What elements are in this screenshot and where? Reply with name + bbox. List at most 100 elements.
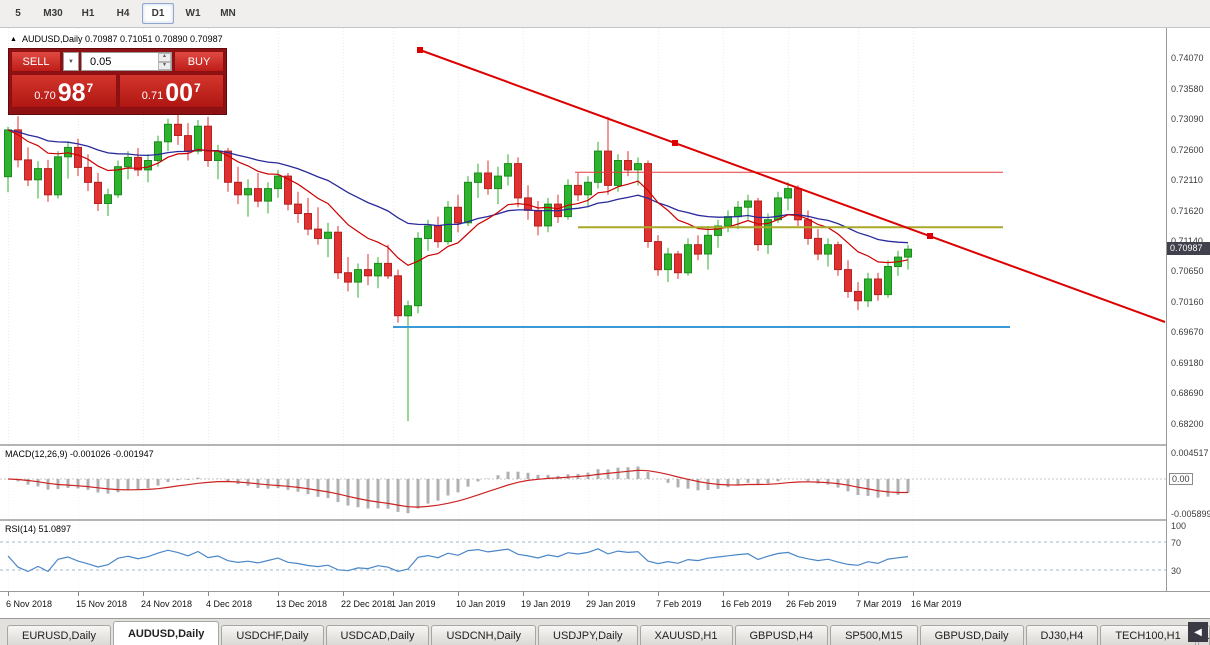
candlestick [64, 141, 72, 179]
symbol-ohlc-header: ▲ AUDUSD,Daily 0.70987 0.71051 0.70890 0… [10, 34, 223, 44]
chart-tab-dj30-h4[interactable]: DJ30,H4 [1025, 625, 1099, 645]
candlestick [864, 272, 872, 307]
candlestick [644, 160, 652, 248]
time-axis-label: 4 Dec 2018 [206, 599, 253, 609]
time-axis-label: 6 Nov 2018 [6, 599, 53, 609]
descending-trendline[interactable] [419, 49, 1166, 323]
candlestick [174, 114, 182, 145]
macd-scale-label: 0.00 [1169, 473, 1193, 485]
chart-tab-xauusd-h1[interactable]: XAUUSD,H1 [639, 625, 733, 645]
candlestick [504, 154, 512, 186]
trendline-handle[interactable] [672, 140, 678, 146]
price-scale-label: 0.72600 [1171, 145, 1204, 155]
price-scale-label: 0.71140 [1171, 236, 1203, 246]
chart-tab-usdchf-daily[interactable]: USDCHF,Daily [221, 625, 324, 645]
candlestick [44, 159, 52, 202]
candlestick [524, 185, 532, 220]
time-axis-tick [788, 592, 789, 596]
candlestick [414, 232, 422, 314]
time-axis-label: 29 Jan 2019 [586, 599, 636, 609]
order-type-dropdown[interactable]: ▼ [63, 52, 79, 71]
time-axis-label: 16 Feb 2019 [721, 599, 772, 609]
macd-scale-label: -0.005899 [1171, 509, 1210, 519]
trendline-handle[interactable] [927, 233, 933, 239]
volume-stepper-down[interactable]: ▼ [158, 61, 171, 70]
chart-tab-usdjpy-daily[interactable]: USDJPY,Daily [538, 625, 638, 645]
time-axis-tick [208, 592, 209, 596]
bid-quote[interactable]: 0.70 98 7 [11, 74, 117, 108]
main-price-chart[interactable] [0, 28, 1166, 444]
time-axis-tick [913, 592, 914, 596]
chart-tab-gbpusd-h4[interactable]: GBPUSD,H4 [734, 625, 829, 645]
chart-tab-eurusd-daily[interactable]: EURUSD,Daily [7, 625, 111, 645]
volume-stepper: ▲ ▼ [158, 53, 171, 70]
timeframe-button-h4[interactable]: H4 [116, 8, 130, 19]
candlestick [794, 185, 802, 226]
chart-tab-sp500-m15[interactable]: SP500,M15 [830, 625, 918, 645]
sell-button[interactable]: SELL [11, 51, 61, 72]
candlestick [34, 161, 42, 199]
candlestick [764, 213, 772, 254]
ask-quote[interactable]: 0.71 00 7 [118, 74, 224, 108]
candlestick [784, 182, 792, 211]
price-scale-label: 0.71620 [1171, 206, 1204, 216]
trendline-handle[interactable] [417, 47, 423, 53]
volume-input[interactable]: 0.05 ▲ ▼ [81, 52, 172, 71]
macd-histogram [16, 466, 910, 514]
candlestick [24, 147, 32, 187]
candlestick [244, 179, 252, 217]
macd-indicator-panel[interactable] [0, 446, 1166, 519]
timeframe-button-mn[interactable]: MN [220, 8, 236, 19]
time-axis-tick [8, 592, 9, 596]
candlestick [654, 235, 662, 276]
panel-separator[interactable] [0, 444, 1210, 446]
candlestick [364, 254, 372, 286]
candlestick [594, 141, 602, 189]
time-axis-tick [658, 592, 659, 596]
volume-value: 0.05 [90, 55, 112, 68]
price-scale[interactable]: 0.74070 0.73580 0.73090 0.72600 0.72110 0.716… [1167, 28, 1210, 591]
rsi-scale-label: 30 [1171, 566, 1182, 576]
time-axis-tick [278, 592, 279, 596]
time-axis-tick [523, 592, 524, 596]
candlestick [384, 244, 392, 279]
time-axis[interactable]: 6 Nov 2018 15 Nov 2018 24 Nov 2018 4 Dec 20… [0, 592, 1210, 618]
rsi-scale-label: 70 [1171, 538, 1182, 548]
candlestick [264, 182, 272, 214]
buy-button[interactable]: BUY [174, 51, 224, 72]
panel-separator[interactable] [0, 519, 1210, 521]
candlestick [204, 116, 212, 167]
chart-tab-usdcnh-daily[interactable]: USDCNH,Daily [431, 625, 537, 645]
candlestick [544, 197, 552, 233]
chart-tab-usdcad-daily[interactable]: USDCAD,Daily [325, 625, 430, 645]
price-scale-separator [1166, 28, 1167, 591]
candlestick [164, 118, 172, 152]
timeframe-button-d1[interactable]: D1 [142, 3, 174, 24]
panel-collapse-icon[interactable]: ▲ [10, 35, 17, 43]
rsi-indicator-panel[interactable] [0, 521, 1166, 591]
timeframe-button-h1[interactable]: H1 [81, 8, 95, 19]
time-axis-label: 15 Nov 2018 [76, 599, 128, 609]
time-axis-label: 24 Nov 2018 [141, 599, 193, 609]
panel-separator [0, 591, 1210, 592]
volume-stepper-up[interactable]: ▲ [158, 53, 171, 62]
time-axis-tick [723, 592, 724, 596]
symbol-ohlc-text: AUDUSD,Daily 0.70987 0.71051 0.70890 0.7… [21, 34, 223, 44]
timeframe-button-5[interactable]: 5 [15, 8, 21, 19]
current-price-tag: 0.70987 [1167, 242, 1210, 255]
rsi-label: RSI(14) 51.0897 [5, 524, 72, 534]
candlestick [614, 154, 622, 192]
candlestick [454, 194, 462, 233]
chart-tab-audusd-daily[interactable]: AUDUSD,Daily [112, 621, 220, 645]
macd-label: MACD(12,26,9) -0.001026 -0.001947 [5, 449, 154, 459]
candlestick [604, 116, 612, 195]
timeframe-button-m30[interactable]: M30 [43, 8, 63, 19]
tab-scroll-left-button[interactable]: ◀ [1188, 622, 1208, 642]
candlestick [134, 148, 142, 177]
chart-tab-tech100-h1[interactable]: TECH100,H1 [1100, 625, 1196, 645]
timeframe-button-w1[interactable]: W1 [185, 8, 201, 19]
candlestick [334, 226, 342, 279]
candlestick [904, 244, 912, 270]
chart-tab-gbpusd-daily[interactable]: GBPUSD,Daily [919, 625, 1024, 645]
candlestick [404, 300, 412, 422]
